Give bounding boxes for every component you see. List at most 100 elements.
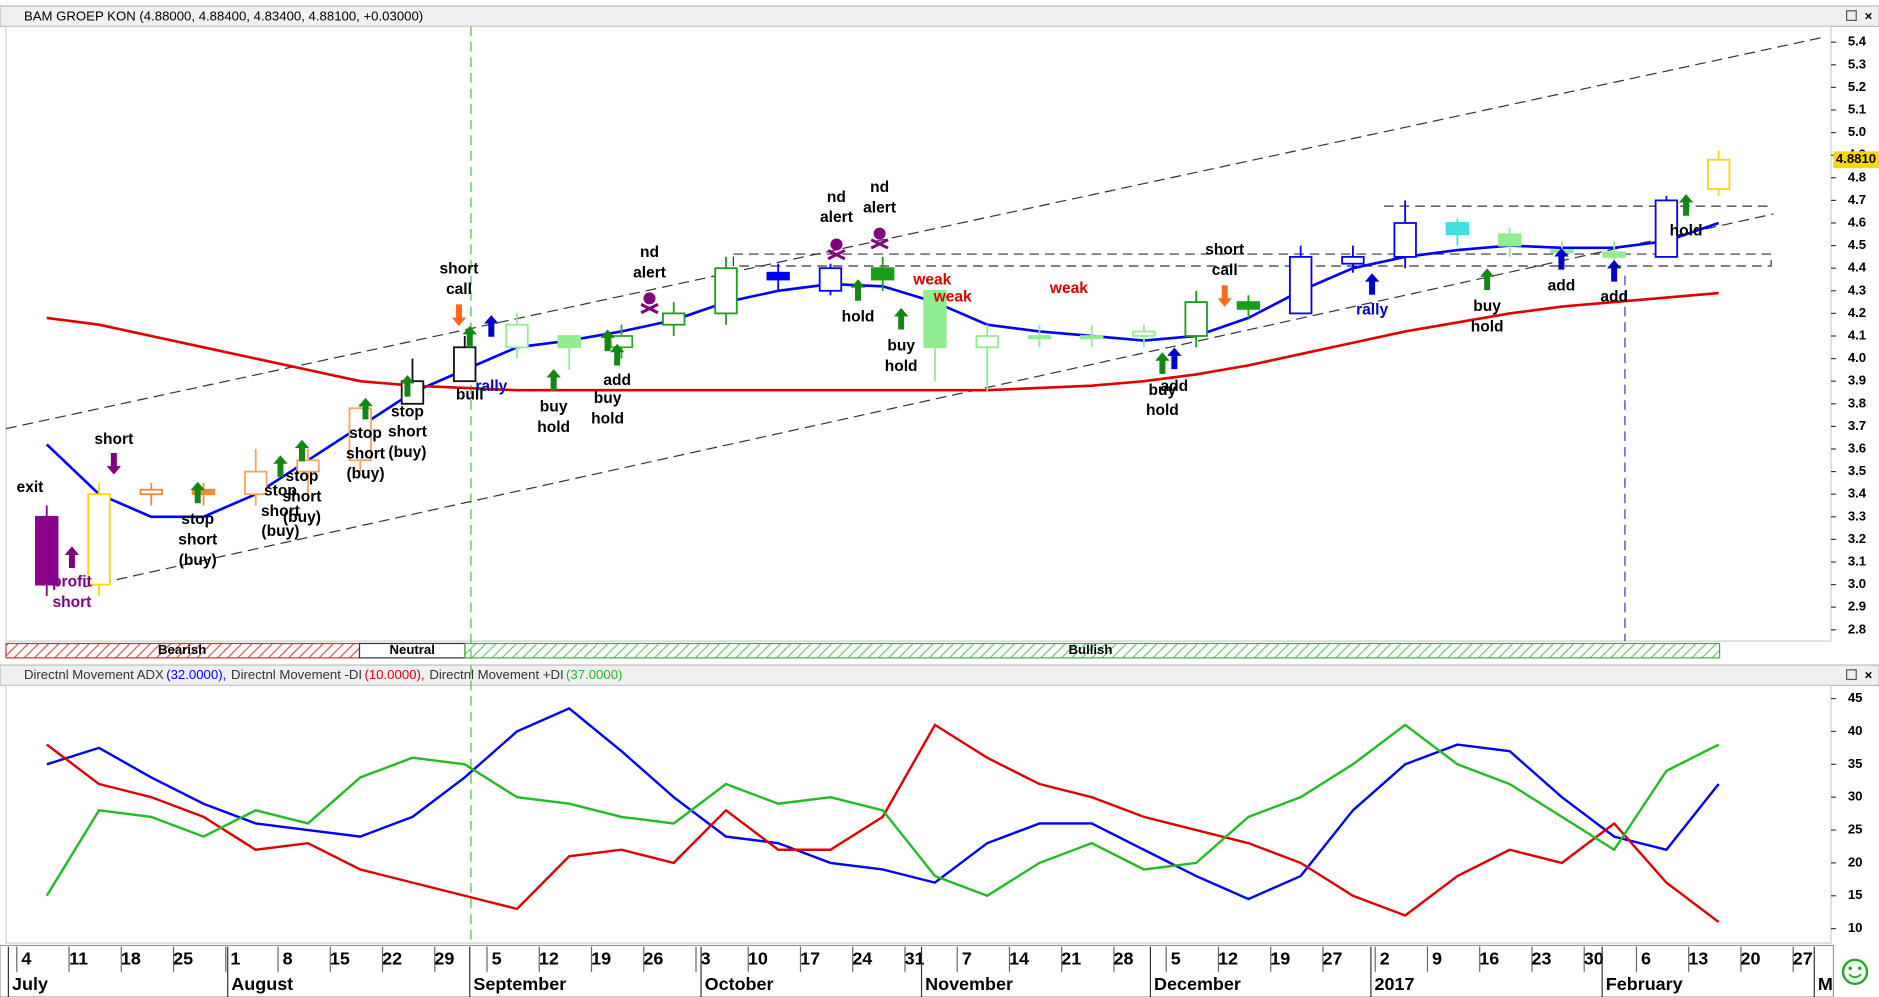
legend-value: (10.0000), — [364, 667, 424, 682]
signal-arrow — [546, 369, 561, 391]
x-tick-label: 17 — [800, 949, 820, 969]
smiley-mouth — [1848, 973, 1862, 979]
candle-body — [1602, 251, 1626, 258]
signal-arrow — [1364, 273, 1380, 295]
month-label: M — [1818, 974, 1833, 994]
maximize-button[interactable] — [1846, 10, 1857, 21]
y-tick-label: 5.1 — [1848, 101, 1866, 116]
x-tick-label: 26 — [643, 949, 663, 969]
signal-arrow — [106, 452, 122, 475]
annotation: call — [1212, 262, 1238, 279]
signal-arrow — [294, 439, 310, 462]
close-button[interactable]: × — [1865, 8, 1873, 23]
annotation: nd — [640, 244, 659, 261]
x-tick-label: 4 — [21, 949, 31, 969]
y-tick-label: 15 — [1848, 887, 1863, 902]
x-tick-label: 31 — [905, 949, 925, 969]
smiley-eye — [1848, 966, 1853, 971]
x-tick-label: 5 — [1171, 949, 1181, 969]
month-label: July — [12, 974, 48, 994]
candle-body — [1654, 199, 1679, 258]
smiley-icon[interactable] — [1841, 958, 1869, 986]
x-tick-label: 25 — [173, 949, 193, 969]
x-tick-label: 27 — [1793, 949, 1813, 969]
candle-body — [505, 323, 529, 349]
annotation: weak — [933, 288, 972, 305]
y-tick-label: 3.9 — [1848, 373, 1866, 388]
x-tick-label: 16 — [1479, 949, 1499, 969]
annotation: hold — [842, 309, 875, 326]
signal-arrow — [600, 329, 615, 352]
y-tick-label: 3.0 — [1848, 576, 1866, 591]
x-tick-label: 12 — [539, 949, 559, 969]
x-tick-label: 24 — [852, 949, 872, 969]
x-tick-label: 22 — [382, 949, 402, 969]
close-button[interactable]: × — [1865, 667, 1873, 682]
annotation: rally — [475, 378, 507, 395]
annotation: hold — [1146, 402, 1179, 419]
month-label: September — [473, 974, 566, 994]
x-tick-label: 1 — [230, 949, 240, 969]
signal-arrow — [273, 455, 288, 477]
annotation: bull — [456, 387, 484, 404]
annotation: exit — [17, 479, 44, 496]
candle-body — [244, 470, 268, 496]
month-label: November — [925, 974, 1013, 994]
candle-body — [87, 493, 111, 586]
last-price-label: 4.8810 — [1836, 151, 1876, 166]
annotation: hold — [591, 411, 624, 428]
annotation: add — [1600, 288, 1628, 305]
y-tick-label: 5.3 — [1848, 56, 1866, 71]
candle-body — [1445, 222, 1470, 236]
annotation: call — [446, 281, 472, 298]
annotation: stop — [391, 403, 424, 420]
candle-body — [296, 459, 320, 473]
moving-average — [46, 291, 1719, 392]
signal-arrow — [1167, 347, 1182, 370]
candle-body — [1236, 301, 1261, 310]
y-tick-label: 4.7 — [1848, 192, 1866, 207]
signal-arrow — [64, 546, 80, 569]
x-tick-label: 19 — [1270, 949, 1290, 969]
annotation: add — [1548, 278, 1576, 295]
legend-value: (32.0000), — [166, 667, 226, 682]
x-tick-label: 15 — [330, 949, 350, 969]
smiley-eye — [1858, 966, 1862, 971]
regime-bullish — [464, 642, 1721, 659]
month-label: December — [1154, 974, 1241, 994]
y-tick-label: 40 — [1848, 723, 1863, 738]
y-tick-label: 3.5 — [1848, 463, 1866, 478]
y-tick-label: 35 — [1848, 756, 1863, 771]
annotation: add — [603, 372, 631, 389]
y-tick-label: 5.0 — [1848, 124, 1866, 139]
regime-label: Neutral — [390, 642, 435, 657]
signal-arrow — [400, 375, 415, 397]
month-label: October — [705, 974, 774, 994]
maximize-button[interactable] — [1846, 669, 1857, 681]
skull-icon — [830, 238, 843, 251]
y-tick-label: 3.4 — [1848, 486, 1867, 501]
x-tick-label: 27 — [1323, 949, 1343, 969]
signal-arrow — [190, 481, 205, 504]
trendline — [5, 37, 1822, 430]
date-axis — [0, 944, 1835, 997]
annotation: (buy) — [261, 523, 299, 540]
annotation: hold — [537, 419, 570, 436]
candle-body — [1132, 330, 1156, 337]
range-box — [732, 253, 1772, 267]
annotation: hold — [1670, 222, 1703, 239]
annotation: weak — [912, 272, 951, 289]
candle-body — [923, 289, 947, 349]
y-tick-label: 5.4 — [1848, 34, 1867, 49]
annotation: hold — [885, 358, 918, 375]
annotation: short — [283, 488, 322, 505]
signal-arrow — [358, 397, 373, 420]
candle-body — [1080, 335, 1104, 340]
x-tick-label: 29 — [434, 949, 454, 969]
y-tick-label: 4.0 — [1848, 350, 1866, 365]
y-tick-label: 4.2 — [1848, 305, 1866, 320]
annotation: short — [94, 431, 133, 448]
annotation: buy — [887, 337, 915, 354]
annotation: buy — [1473, 298, 1501, 315]
x-tick-label: 14 — [1009, 949, 1029, 969]
